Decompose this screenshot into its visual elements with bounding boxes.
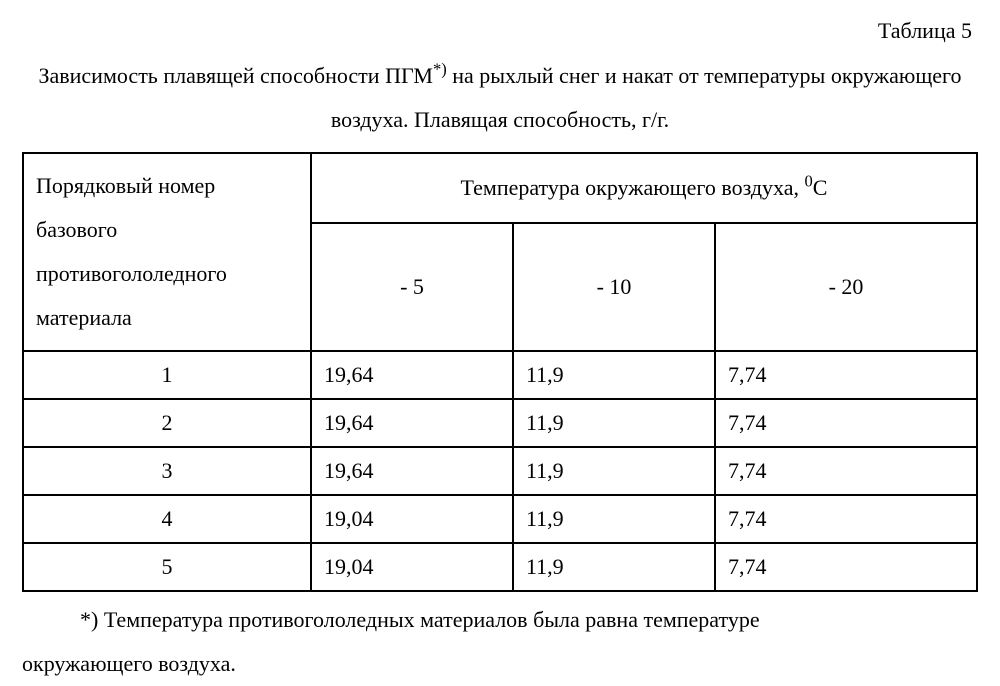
row-number: 2 — [23, 399, 311, 447]
cell-value: 19,04 — [311, 543, 513, 591]
cell-value: 11,9 — [513, 495, 715, 543]
cell-value: 19,64 — [311, 399, 513, 447]
row-header-title: Порядковый номер базового противогололед… — [23, 153, 311, 351]
cell-value: 7,74 — [715, 543, 977, 591]
table-row: 4 19,04 11,9 7,74 — [23, 495, 977, 543]
cell-value: 11,9 — [513, 399, 715, 447]
column-group-header: Температура окружающего воздуха, 0С — [311, 153, 977, 223]
row-number: 4 — [23, 495, 311, 543]
data-table: Порядковый номер базового противогололед… — [22, 152, 978, 592]
cell-value: 19,64 — [311, 447, 513, 495]
col-header-temp-3: - 20 — [715, 223, 977, 351]
cell-value: 7,74 — [715, 399, 977, 447]
row-number: 3 — [23, 447, 311, 495]
cell-value: 11,9 — [513, 543, 715, 591]
footnote-line-1: *) Температура противогололедных материа… — [22, 598, 978, 642]
table-row: 5 19,04 11,9 7,74 — [23, 543, 977, 591]
table-row: 2 19,64 11,9 7,74 — [23, 399, 977, 447]
col-header-temp-1: - 5 — [311, 223, 513, 351]
table-row: 1 19,64 11,9 7,74 — [23, 351, 977, 399]
cell-value: 11,9 — [513, 447, 715, 495]
table-number-label: Таблица 5 — [22, 18, 972, 44]
cell-value: 19,04 — [311, 495, 513, 543]
cell-value: 7,74 — [715, 495, 977, 543]
cell-value: 7,74 — [715, 447, 977, 495]
table-body: 1 19,64 11,9 7,74 2 19,64 11,9 7,74 3 19… — [23, 351, 977, 591]
col-header-temp-2: - 10 — [513, 223, 715, 351]
cell-value: 7,74 — [715, 351, 977, 399]
row-number: 5 — [23, 543, 311, 591]
cell-value: 11,9 — [513, 351, 715, 399]
row-number: 1 — [23, 351, 311, 399]
table-row: 3 19,64 11,9 7,74 — [23, 447, 977, 495]
table-caption: Зависимость плавящей способности ПГМ*) н… — [30, 54, 970, 142]
footnote-line-2: окружающего воздуха. — [22, 642, 978, 686]
cell-value: 19,64 — [311, 351, 513, 399]
